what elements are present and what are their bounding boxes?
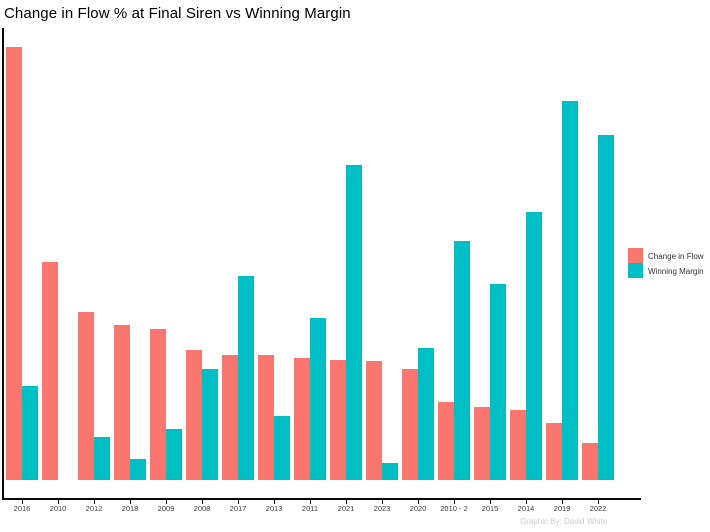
bar-change-in-flow-2014	[510, 410, 526, 480]
x-tick-2014	[525, 500, 527, 504]
legend-label-winning-margin: Winning Margin	[648, 267, 704, 276]
x-axis-line	[2, 498, 641, 500]
bar-change-in-flow-2015	[474, 407, 490, 480]
bar-change-in-flow-2010-2	[438, 402, 454, 480]
bar-winning-margin-2008	[202, 369, 218, 480]
bar-change-in-flow-2016	[6, 47, 22, 480]
x-label-2013: 2013	[265, 504, 283, 513]
chart-title: Change in Flow % at Final Siren vs Winni…	[4, 5, 351, 22]
bar-winning-margin-2022	[598, 135, 614, 480]
x-tick-2016	[21, 500, 23, 504]
x-tick-2017	[237, 500, 239, 504]
x-label-2010: 2010	[49, 504, 67, 513]
legend-swatch-change-in-flow	[628, 248, 643, 263]
bar-winning-margin-2014	[526, 212, 542, 480]
x-label-2017: 2017	[229, 504, 247, 513]
bar-change-in-flow-2022	[582, 443, 598, 480]
bar-winning-margin-2010-2	[454, 241, 470, 480]
x-label-2020: 2020	[409, 504, 427, 513]
bar-change-in-flow-2013	[258, 355, 274, 480]
bar-winning-margin-2021	[346, 165, 362, 480]
x-tick-2023	[381, 500, 383, 504]
x-label-2018: 2018	[121, 504, 139, 513]
bar-change-in-flow-2020	[402, 369, 418, 480]
bar-change-in-flow-2018	[114, 325, 130, 480]
bar-winning-margin-2023	[382, 463, 398, 480]
bar-change-in-flow-2010	[42, 262, 58, 480]
bar-winning-margin-2009	[166, 429, 182, 480]
x-tick-2019	[561, 500, 563, 504]
bar-winning-margin-2017	[238, 276, 254, 480]
bar-change-in-flow-2021	[330, 360, 346, 480]
bar-change-in-flow-2023	[366, 361, 382, 480]
x-label-2008: 2008	[193, 504, 211, 513]
x-label-2012: 2012	[85, 504, 103, 513]
bar-winning-margin-2011	[310, 318, 326, 480]
x-tick-2010	[57, 500, 59, 504]
x-tick-2008	[201, 500, 203, 504]
bar-change-in-flow-2009	[150, 329, 166, 480]
bar-winning-margin-2016	[22, 386, 38, 480]
x-tick-2009	[165, 500, 167, 504]
x-tick-2013	[273, 500, 275, 504]
bar-winning-margin-2020	[418, 348, 434, 480]
bar-change-in-flow-2011	[294, 358, 310, 480]
x-tick-2022	[597, 500, 599, 504]
x-tick-2018	[129, 500, 131, 504]
x-tick-2011	[309, 500, 311, 504]
bar-winning-margin-2012	[94, 437, 110, 480]
x-label-2022: 2022	[589, 504, 607, 513]
x-label-2016: 2016	[13, 504, 31, 513]
bar-winning-margin-2015	[490, 284, 506, 480]
x-label-2019: 2019	[553, 504, 571, 513]
y-axis-line	[2, 28, 4, 500]
x-tick-2015	[489, 500, 491, 504]
x-tick-2020	[417, 500, 419, 504]
bar-change-in-flow-2017	[222, 355, 238, 480]
x-label-2014: 2014	[517, 504, 535, 513]
bar-change-in-flow-2008	[186, 350, 202, 480]
legend-swatch-winning-margin	[628, 263, 643, 278]
x-tick-2010-2	[453, 500, 455, 504]
x-tick-2021	[345, 500, 347, 504]
x-label-2023: 2023	[373, 504, 391, 513]
x-label-2021: 2021	[337, 504, 355, 513]
watermark-credit: Graphic By: David White	[520, 517, 608, 526]
bar-winning-margin-2013	[274, 416, 290, 480]
x-label-2015: 2015	[481, 504, 499, 513]
x-label-2010-2: 2010 - 2	[440, 504, 468, 513]
legend-label-change-in-flow: Change in Flow	[648, 252, 704, 261]
x-tick-2012	[93, 500, 95, 504]
x-label-2011: 2011	[301, 504, 319, 513]
bar-winning-margin-2018	[130, 459, 146, 480]
x-label-2009: 2009	[157, 504, 175, 513]
bar-winning-margin-2019	[562, 101, 578, 480]
bar-change-in-flow-2012	[78, 312, 94, 480]
bar-change-in-flow-2019	[546, 423, 562, 480]
